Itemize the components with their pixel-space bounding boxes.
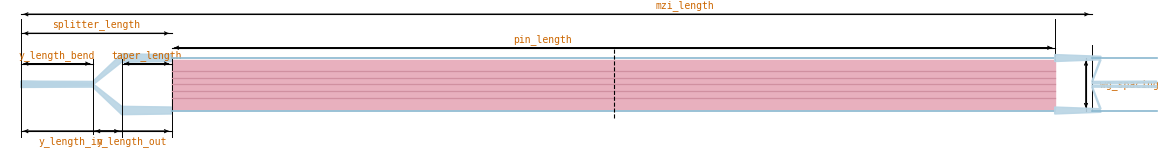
- Text: y_length_in: y_length_in: [39, 136, 103, 147]
- Text: wg_spacing: wg_spacing: [1100, 79, 1159, 90]
- Bar: [172, 60, 1055, 109]
- Text: pin_length: pin_length: [513, 34, 571, 45]
- Polygon shape: [1055, 55, 1157, 83]
- Text: y_length_out: y_length_out: [97, 136, 167, 147]
- Text: splitter_length: splitter_length: [52, 19, 140, 30]
- Text: mzi_length: mzi_length: [656, 0, 714, 11]
- Text: y_length_bend: y_length_bend: [19, 50, 95, 61]
- Text: taper_length: taper_length: [111, 50, 182, 61]
- Polygon shape: [21, 54, 172, 87]
- Polygon shape: [21, 81, 172, 115]
- Polygon shape: [1055, 85, 1157, 114]
